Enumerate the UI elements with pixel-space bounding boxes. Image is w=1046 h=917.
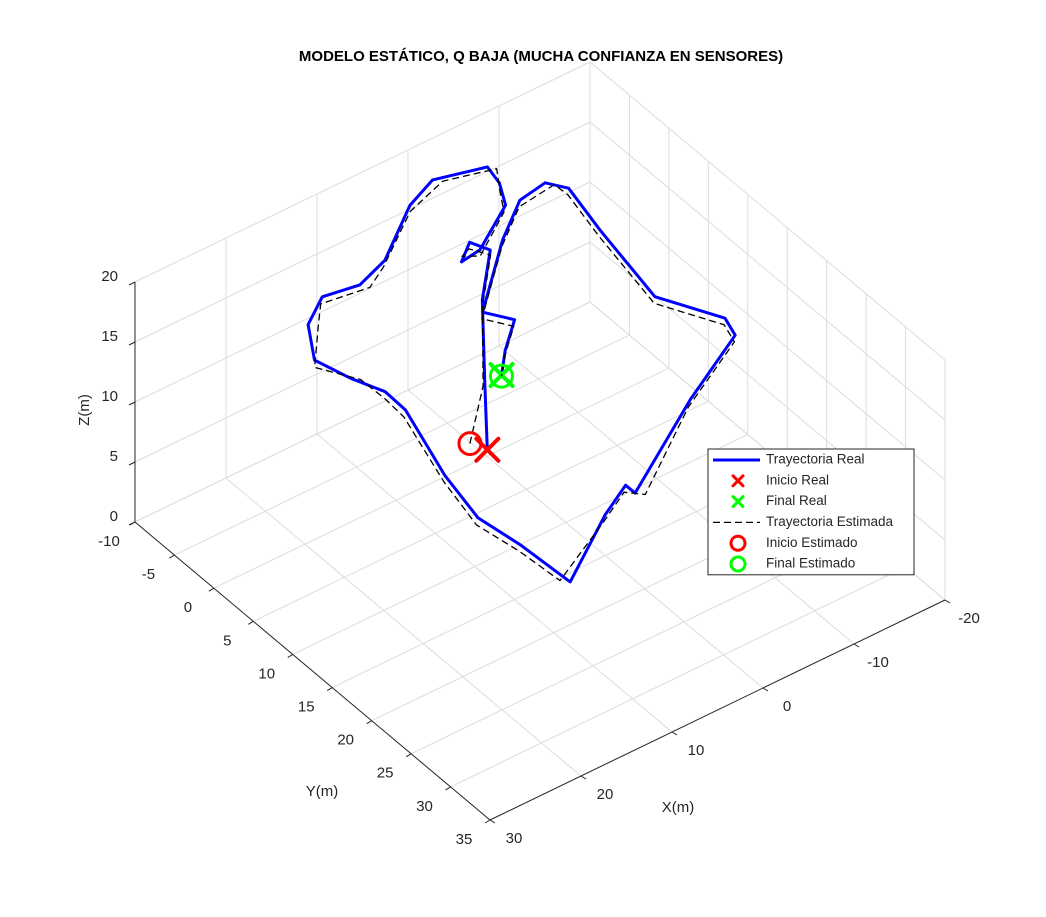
- y-tick-label: 10: [258, 665, 275, 682]
- point-marker: [457, 431, 483, 457]
- z-tick-label: 5: [110, 448, 118, 465]
- x-tick-label: -10: [867, 654, 889, 671]
- grid-line: [134, 301, 591, 523]
- x-tick: [853, 643, 860, 648]
- x-tick: [580, 775, 587, 780]
- grid-line: [316, 433, 673, 733]
- grid-line: [225, 477, 582, 777]
- x-tick-label: 20: [597, 786, 614, 803]
- legend-label: Inicio Estimado: [766, 535, 858, 550]
- y-tick-label: 5: [223, 632, 231, 649]
- chart-title: MODELO ESTÁTICO, Q BAJA (MUCHA CONFIANZA…: [299, 48, 783, 65]
- x-tick-label: -20: [958, 610, 980, 627]
- y-tick: [405, 753, 412, 758]
- y-tick: [287, 654, 294, 658]
- y-tick: [366, 720, 372, 725]
- grid-line: [253, 400, 709, 622]
- z-axis-label: Z(m): [76, 394, 93, 426]
- trajectory-line: [313, 168, 736, 582]
- point-marker: [488, 363, 514, 389]
- z-tick-label: 20: [101, 268, 118, 285]
- grid-line: [134, 121, 591, 343]
- legend-label: Final Real: [766, 493, 827, 508]
- grid-line: [407, 389, 764, 689]
- y-tick: [208, 587, 215, 592]
- y-tick-label: 25: [377, 765, 394, 782]
- grid-line: [134, 181, 591, 403]
- x-tick-label: 10: [688, 742, 705, 759]
- y-tick-label: -10: [98, 533, 120, 550]
- x-tick: [671, 731, 678, 736]
- trajectory-line: [306, 165, 737, 584]
- y-tick-label: -5: [142, 566, 155, 583]
- y-axis-label: Y(m): [306, 783, 339, 800]
- y-axis-line: [134, 521, 491, 821]
- x-tick-label: 30: [506, 830, 523, 847]
- z-tick: [128, 521, 136, 526]
- z-tick: [128, 461, 136, 466]
- x-tick: [944, 599, 951, 604]
- grid-line: [589, 121, 946, 421]
- z-tick: [128, 401, 136, 406]
- x-axis-label: X(m): [662, 799, 695, 816]
- y-tick-label: 20: [337, 732, 354, 749]
- legend-swatch: [729, 555, 747, 573]
- x-axis-line: [489, 599, 946, 821]
- legend-label: Final Estimado: [766, 556, 855, 571]
- grid-line: [498, 345, 855, 645]
- y-tick-label: 0: [184, 599, 192, 616]
- x-tick-label: 0: [783, 698, 791, 715]
- z-tick: [128, 341, 136, 346]
- legend-label: Inicio Real: [766, 472, 829, 487]
- grid-line: [134, 61, 591, 283]
- y-tick-label: 35: [456, 831, 473, 848]
- x-tick: [489, 819, 496, 824]
- legend-label: Trayectoria Estimada: [766, 514, 894, 529]
- x-tick: [762, 687, 769, 692]
- grid-line: [174, 334, 630, 556]
- grid-line: [589, 61, 946, 361]
- z-tick-label: 15: [101, 328, 118, 345]
- y-tick: [484, 819, 491, 824]
- legend: Trayectoria Real Inicio Real Final Real Tra…: [707, 448, 915, 576]
- z-tick-label: 10: [101, 388, 118, 405]
- grid-line: [213, 367, 670, 589]
- y-tick: [169, 554, 175, 559]
- z-tick-label: 0: [110, 508, 118, 525]
- grid-line: [134, 241, 591, 463]
- grid-line: [589, 181, 946, 481]
- grid-line: [450, 566, 906, 788]
- legend-swatch: [729, 534, 747, 552]
- y-tick: [445, 786, 451, 791]
- y-tick: [326, 687, 333, 691]
- y-tick-label: 30: [416, 798, 433, 815]
- y-tick-label: 15: [298, 699, 315, 716]
- y-tick: [248, 620, 254, 625]
- legend-box: [707, 448, 915, 576]
- legend-label: Trayectoria Real: [766, 452, 865, 467]
- legend-swatch: [731, 495, 745, 509]
- z-tick: [128, 281, 136, 286]
- legend-swatch: [731, 474, 745, 488]
